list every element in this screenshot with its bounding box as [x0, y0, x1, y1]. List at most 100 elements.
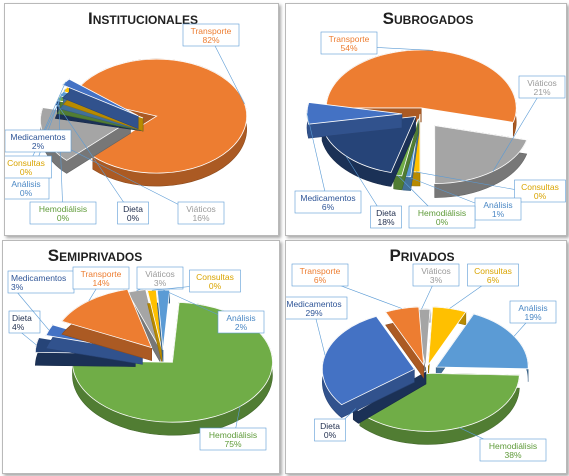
pie-slice-analisis — [435, 313, 529, 382]
data-label-category: Hemodiálisis — [418, 208, 466, 218]
data-label-category: Consultas — [196, 272, 234, 282]
data-label-value: 0% — [57, 213, 70, 223]
data-label-category: Análisis — [483, 200, 512, 210]
data-label-category: Viáticos — [421, 266, 451, 276]
data-label-category: Análisis — [518, 303, 547, 313]
data-label-category: Hemodiálisis — [209, 430, 257, 440]
pie-slices — [34, 288, 273, 436]
data-label-category: Hemodiálisis — [489, 441, 537, 451]
data-label-category: Medicamentos — [11, 273, 66, 283]
data-label-value: 16% — [192, 213, 209, 223]
pie-slices — [40, 58, 248, 187]
pie-slice-viaticos — [434, 125, 528, 198]
pie-slice-transporte — [384, 306, 425, 379]
data-label-category: Transporte — [300, 266, 341, 276]
data-label-category: Transporte — [329, 34, 370, 44]
chart-panel-privados: Privados Viáticos 3% Consultas 6% Análisis 19%… — [285, 240, 567, 474]
data-label-value: 0% — [20, 188, 33, 198]
data-label-category: Análisis — [226, 313, 255, 323]
data-label-value: 3% — [154, 278, 167, 288]
data-label-category: Viáticos — [186, 204, 216, 214]
data-label-value: 19% — [524, 312, 541, 322]
data-label-value: 54% — [340, 43, 357, 53]
data-label-value: 6% — [322, 202, 335, 212]
chart-panel-institucionales: Institucionales Transporte 82% Viáticos 16% D… — [4, 3, 279, 236]
chart-panel-subrogados: Subrogados Transporte 54% Viáticos 21% Consul… — [285, 3, 567, 236]
data-label-category: Dieta — [320, 421, 340, 431]
data-label-category: Análisis — [11, 179, 40, 189]
pie-slice-consultas — [427, 306, 467, 378]
data-label-value: 4% — [12, 322, 25, 332]
data-label-value: 18% — [377, 217, 394, 227]
data-label-category: Medicamentos — [300, 193, 355, 203]
data-label-value: 2% — [235, 322, 248, 332]
data-label-category: Transporte — [191, 26, 232, 36]
data-label-value: 0% — [209, 281, 222, 291]
data-label-value: 75% — [224, 439, 241, 449]
data-label-value: 0% — [534, 191, 547, 201]
data-label-value: 21% — [533, 87, 550, 97]
data-label-value: 0% — [436, 217, 449, 227]
pie-slice-analisis — [156, 289, 171, 364]
chart-title: Semiprivados — [48, 246, 142, 265]
data-label-value: 38% — [504, 450, 521, 460]
pie-slices — [306, 49, 528, 198]
chart-privados: PrivadosViáticos3%Consultas6%Análisis19%… — [286, 246, 557, 462]
data-label-value: 2% — [32, 141, 45, 151]
data-label-category: Transporte — [81, 269, 122, 279]
data-label-category: Consultas — [521, 182, 559, 192]
chart-semiprivados: SemiprivadosViáticos3%Consultas0%Análisi… — [7, 246, 273, 451]
data-label-value: 82% — [202, 35, 219, 45]
data-label-value: 0% — [324, 430, 337, 440]
pie-slices — [321, 306, 529, 445]
pie-slice-transporte — [61, 288, 153, 362]
data-label-category: Consultas — [7, 158, 45, 168]
chart-title: Institucionales — [88, 9, 198, 28]
pie-slice-medicamentos — [61, 78, 139, 130]
data-label-category: Viáticos — [145, 269, 175, 279]
pie-slice-medicamentos — [321, 315, 415, 419]
chart-title: Subrogados — [383, 9, 474, 28]
chart-title: Privados — [389, 246, 454, 265]
data-label-category: Medicamentos — [10, 132, 65, 142]
data-label-value: 6% — [314, 275, 327, 285]
data-label-value: 0% — [127, 213, 140, 223]
data-label-category: Hemodiálisis — [39, 204, 87, 214]
data-label-value: 6% — [487, 275, 500, 285]
data-label-value: 3% — [11, 282, 24, 292]
data-label-value: 14% — [92, 278, 109, 288]
data-label-value: 29% — [305, 308, 322, 318]
data-label-category: Viáticos — [527, 78, 557, 88]
chart-panel-semiprivados: Semiprivados Viáticos 3% Consultas 0% Análisi… — [2, 240, 280, 474]
data-label-value: 1% — [492, 209, 505, 219]
data-label-category: Consultas — [474, 266, 512, 276]
chart-subrogados: SubrogadosTransporte54%Viáticos21%Consul… — [294, 9, 566, 229]
data-label-value: 0% — [20, 167, 33, 177]
data-label-category: Dieta — [123, 204, 143, 214]
